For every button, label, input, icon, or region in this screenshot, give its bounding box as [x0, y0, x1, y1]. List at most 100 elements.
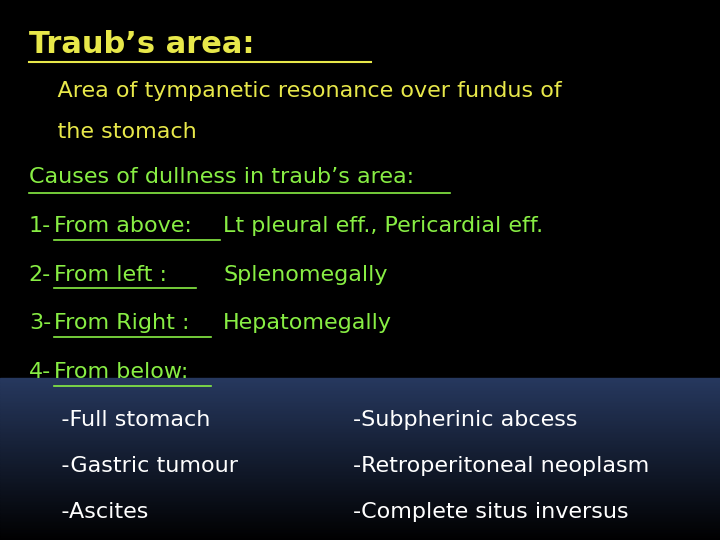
- Text: -Gastric tumour: -Gastric tumour: [40, 456, 238, 476]
- Bar: [0, 482, 720, 483]
- Bar: [0, 437, 720, 438]
- Bar: [0, 525, 720, 526]
- Bar: [0, 408, 720, 409]
- Bar: [0, 539, 720, 540]
- Bar: [0, 401, 720, 402]
- Bar: [0, 405, 720, 407]
- Text: From above:: From above:: [54, 216, 192, 236]
- Bar: [0, 438, 720, 440]
- Bar: [0, 512, 720, 513]
- Bar: [0, 478, 720, 480]
- Bar: [0, 470, 720, 471]
- Bar: [0, 433, 720, 435]
- Bar: [0, 516, 720, 517]
- Text: Causes of dullness in traub’s area:: Causes of dullness in traub’s area:: [29, 167, 414, 187]
- Bar: [0, 489, 720, 490]
- Text: Hepatomegally: Hepatomegally: [223, 313, 392, 333]
- Bar: [0, 384, 720, 386]
- Bar: [0, 424, 720, 426]
- Bar: [0, 432, 720, 433]
- Bar: [0, 388, 720, 389]
- Bar: [0, 397, 720, 399]
- Bar: [0, 454, 720, 455]
- Bar: [0, 386, 720, 388]
- Bar: [0, 440, 720, 442]
- Text: Lt pleural eff., Pericardial eff.: Lt pleural eff., Pericardial eff.: [223, 216, 544, 236]
- Bar: [0, 472, 720, 474]
- Bar: [0, 389, 720, 390]
- Bar: [0, 476, 720, 478]
- Bar: [0, 491, 720, 492]
- Bar: [0, 429, 720, 431]
- Bar: [0, 505, 720, 507]
- Text: From Right :: From Right :: [54, 313, 189, 333]
- Bar: [0, 449, 720, 451]
- Bar: [0, 521, 720, 523]
- Bar: [0, 496, 720, 497]
- Bar: [0, 382, 720, 383]
- Bar: [0, 455, 720, 456]
- Bar: [0, 381, 720, 382]
- Bar: [0, 422, 720, 424]
- Bar: [0, 444, 720, 446]
- Bar: [0, 509, 720, 510]
- Bar: [0, 410, 720, 411]
- Bar: [0, 446, 720, 447]
- Bar: [0, 530, 720, 532]
- Bar: [0, 481, 720, 482]
- Text: -Ascites: -Ascites: [40, 502, 148, 522]
- Text: 4-: 4-: [29, 362, 51, 382]
- Bar: [0, 523, 720, 524]
- Bar: [0, 497, 720, 498]
- Text: the stomach: the stomach: [29, 122, 197, 141]
- Bar: [0, 393, 720, 394]
- Bar: [0, 399, 720, 400]
- Bar: [0, 532, 720, 534]
- Bar: [0, 487, 720, 489]
- Bar: [0, 378, 720, 379]
- Bar: [0, 519, 720, 521]
- Bar: [0, 529, 720, 530]
- Bar: [0, 390, 720, 392]
- Bar: [0, 486, 720, 487]
- Bar: [0, 418, 720, 420]
- Bar: [0, 379, 720, 381]
- Bar: [0, 395, 720, 397]
- Bar: [0, 514, 720, 516]
- Bar: [0, 415, 720, 416]
- Bar: [0, 392, 720, 393]
- Bar: [0, 480, 720, 481]
- Bar: [0, 464, 720, 465]
- Bar: [0, 447, 720, 448]
- Text: -Full stomach: -Full stomach: [40, 410, 210, 430]
- Bar: [0, 535, 720, 536]
- Bar: [0, 426, 720, 427]
- Bar: [0, 409, 720, 410]
- Bar: [0, 456, 720, 458]
- Bar: [0, 416, 720, 417]
- Bar: [0, 498, 720, 500]
- Bar: [0, 501, 720, 502]
- Bar: [0, 421, 720, 422]
- Bar: [0, 459, 720, 460]
- Text: Traub’s area:: Traub’s area:: [29, 30, 254, 59]
- Bar: [0, 528, 720, 529]
- Bar: [0, 443, 720, 444]
- Bar: [0, 475, 720, 477]
- Bar: [0, 462, 720, 463]
- Bar: [0, 524, 720, 525]
- Bar: [0, 474, 720, 475]
- Text: From left :: From left :: [54, 265, 167, 285]
- Bar: [0, 406, 720, 408]
- Bar: [0, 404, 720, 405]
- Bar: [0, 490, 720, 491]
- Text: 2-: 2-: [29, 265, 51, 285]
- Bar: [0, 502, 720, 503]
- Bar: [0, 394, 720, 395]
- Bar: [0, 507, 720, 508]
- Bar: [0, 510, 720, 512]
- Bar: [0, 453, 720, 454]
- Bar: [0, 436, 720, 437]
- Text: From below:: From below:: [54, 362, 189, 382]
- Bar: [0, 420, 720, 421]
